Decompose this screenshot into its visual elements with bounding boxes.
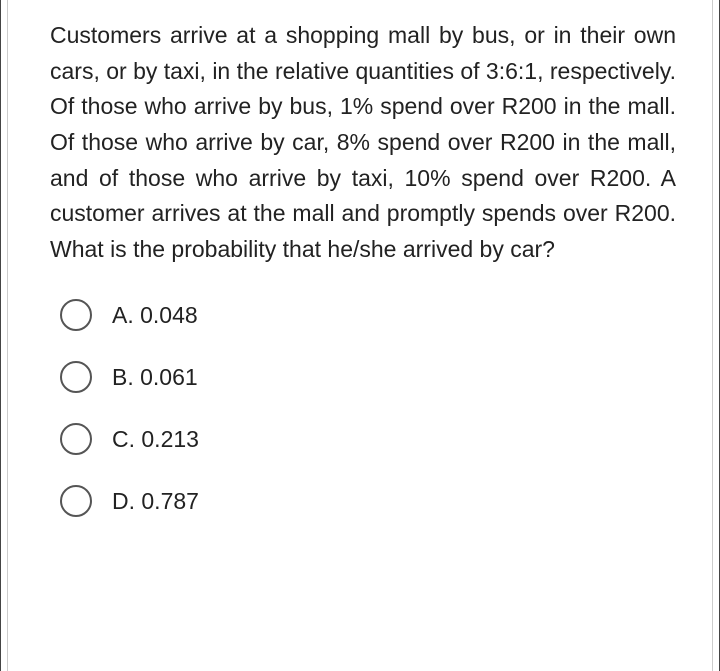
option-a[interactable]: A. 0.048 xyxy=(60,299,676,331)
option-label: B. 0.061 xyxy=(112,364,198,391)
option-label: D. 0.787 xyxy=(112,488,199,515)
radio-icon[interactable] xyxy=(60,485,92,517)
option-c[interactable]: C. 0.213 xyxy=(60,423,676,455)
option-label: C. 0.213 xyxy=(112,426,199,453)
option-d[interactable]: D. 0.787 xyxy=(60,485,676,517)
radio-icon[interactable] xyxy=(60,361,92,393)
options-list: A. 0.048 B. 0.061 C. 0.213 D. 0.787 xyxy=(50,299,676,517)
outer-frame: Customers arrive at a shopping mall by b… xyxy=(0,0,720,671)
question-text: Customers arrive at a shopping mall by b… xyxy=(50,18,676,267)
question-card: Customers arrive at a shopping mall by b… xyxy=(7,0,713,671)
option-b[interactable]: B. 0.061 xyxy=(60,361,676,393)
radio-icon[interactable] xyxy=(60,299,92,331)
radio-icon[interactable] xyxy=(60,423,92,455)
option-label: A. 0.048 xyxy=(112,302,198,329)
